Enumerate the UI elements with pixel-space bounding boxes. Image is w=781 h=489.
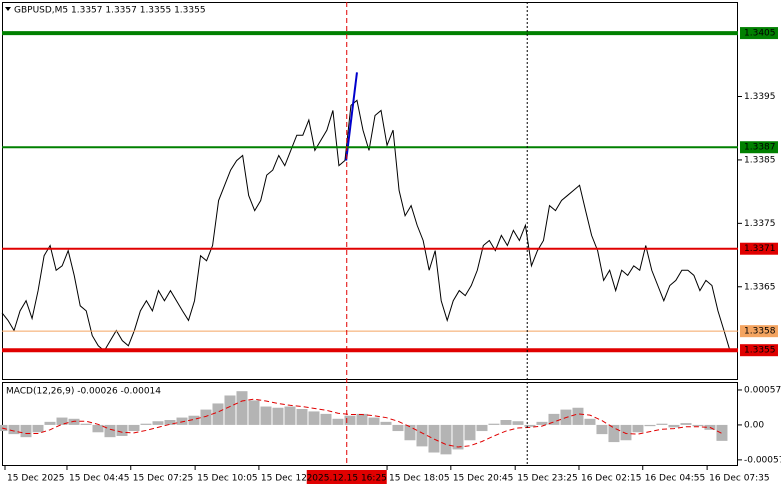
- macd-bar: [296, 408, 308, 425]
- y-tick-label: 1.3385: [744, 155, 776, 165]
- x-tick-label: 15 Dec 10:05: [197, 474, 258, 484]
- x-tick-label: 16 Dec 04:55: [645, 474, 706, 484]
- macd-bar: [20, 424, 32, 438]
- macd-bar: [548, 413, 560, 425]
- macd-bar: [32, 424, 44, 433]
- macd-bar: [536, 421, 548, 425]
- level-label-box: [740, 27, 778, 40]
- x-tick-label: 15 Dec 12:45: [261, 474, 322, 484]
- macd-title: MACD(12,26,9) -0.00026 -0.00014: [6, 387, 161, 397]
- y-tick-label: 1.3395: [744, 92, 776, 102]
- macd-bar: [392, 424, 404, 432]
- macd-bar: [224, 395, 236, 425]
- macd-bar: [404, 424, 416, 441]
- macd-bar: [380, 421, 392, 425]
- x-tick-label: 16 Dec 07:35: [709, 474, 770, 484]
- macd-bar: [104, 424, 116, 438]
- macd-bar: [176, 417, 188, 425]
- macd-bar: [260, 406, 272, 425]
- macd-bar: [716, 424, 728, 441]
- macd-bar: [452, 424, 464, 450]
- main-panel: [2, 2, 738, 380]
- macd-bar: [308, 411, 320, 425]
- macd-bar: [80, 423, 92, 425]
- level-label: 1.3358: [744, 327, 776, 337]
- macd-bar: [164, 420, 176, 425]
- level-label: 1.3405: [744, 29, 776, 39]
- macd-bar: [620, 424, 632, 441]
- macd-bar: [368, 417, 380, 425]
- x-tick-label: 15 Dec 04:45: [69, 474, 130, 484]
- macd-bar: [476, 424, 488, 432]
- macd-bar: [524, 424, 536, 427]
- x-tick-label: 15 Dec 18:05: [389, 474, 450, 484]
- x-tick-label: 15 Dec 23:25: [517, 474, 578, 484]
- macd-bar: [680, 423, 692, 425]
- macd-bar: [320, 413, 332, 425]
- level-label-box: [740, 344, 778, 357]
- macd-bar: [644, 424, 656, 427]
- x-tick-label: 15 Dec 2025: [7, 474, 64, 484]
- level-label-box: [740, 242, 778, 255]
- macd-bar: [416, 424, 428, 447]
- macd-bar: [284, 406, 296, 425]
- macd-bar: [584, 418, 596, 425]
- macd-bar: [212, 403, 224, 425]
- macd-bar: [56, 417, 68, 425]
- macd-bar: [236, 391, 248, 425]
- level-label: 1.3355: [744, 346, 776, 356]
- macd-bar: [608, 424, 620, 443]
- macd-bar: [248, 400, 260, 425]
- macd-bar: [572, 407, 584, 425]
- y-tick-label: 1.3375: [744, 219, 776, 229]
- macd-bar: [68, 418, 80, 425]
- macd-bar: [92, 424, 104, 433]
- macd-bar: [500, 420, 512, 425]
- y-tick-label: 0.00: [744, 420, 764, 430]
- macd-bar: [440, 424, 452, 455]
- macd-panel: [2, 382, 738, 466]
- macd-bar: [512, 421, 524, 425]
- macd-bar: [632, 424, 644, 433]
- time-cursor-box: [306, 470, 387, 484]
- level-label-box: [740, 141, 778, 154]
- menu-arrow[interactable]: [5, 7, 11, 11]
- y-tick-label: -0.00057: [744, 455, 781, 465]
- macd-bar: [188, 415, 200, 425]
- y-tick-label: 1.3365: [744, 282, 776, 292]
- macd-bar: [140, 423, 152, 425]
- macd-bar: [116, 424, 128, 436]
- macd-bar: [356, 413, 368, 425]
- macd-bar: [656, 423, 668, 425]
- x-tick-label: 16 Dec 02:15: [581, 474, 642, 484]
- chart-title: GBPUSD,M5 1.3357 1.3357 1.3355 1.3355: [14, 6, 206, 16]
- signal-line: [1, 398, 723, 448]
- macd-bar: [44, 421, 56, 425]
- macd-bar: [152, 421, 164, 425]
- macd-bar: [8, 424, 20, 435]
- level-label-box: [740, 325, 778, 338]
- level-label: 1.3371: [744, 244, 776, 254]
- macd-bar: [272, 407, 284, 425]
- macd-bar: [332, 418, 344, 425]
- price-line: [345, 72, 358, 161]
- x-tick-label: 15 Dec 07:25: [133, 474, 194, 484]
- y-tick-label: 0.00057: [744, 385, 781, 395]
- macd-bar: [464, 424, 476, 441]
- x-tick-label: 15 Dec 20:45: [453, 474, 514, 484]
- macd-bar: [488, 423, 500, 425]
- macd-bar: [428, 424, 440, 453]
- time-cursor-label: 2025.12.15 16:25: [307, 474, 387, 484]
- level-label: 1.3387: [744, 143, 776, 153]
- macd-bar: [128, 424, 140, 432]
- macd-bar: [200, 409, 212, 425]
- macd-bar: [344, 415, 356, 425]
- price-line: [1, 99, 731, 352]
- macd-bar: [692, 424, 704, 427]
- macd-bar: [668, 424, 680, 428]
- macd-bar: [596, 424, 608, 435]
